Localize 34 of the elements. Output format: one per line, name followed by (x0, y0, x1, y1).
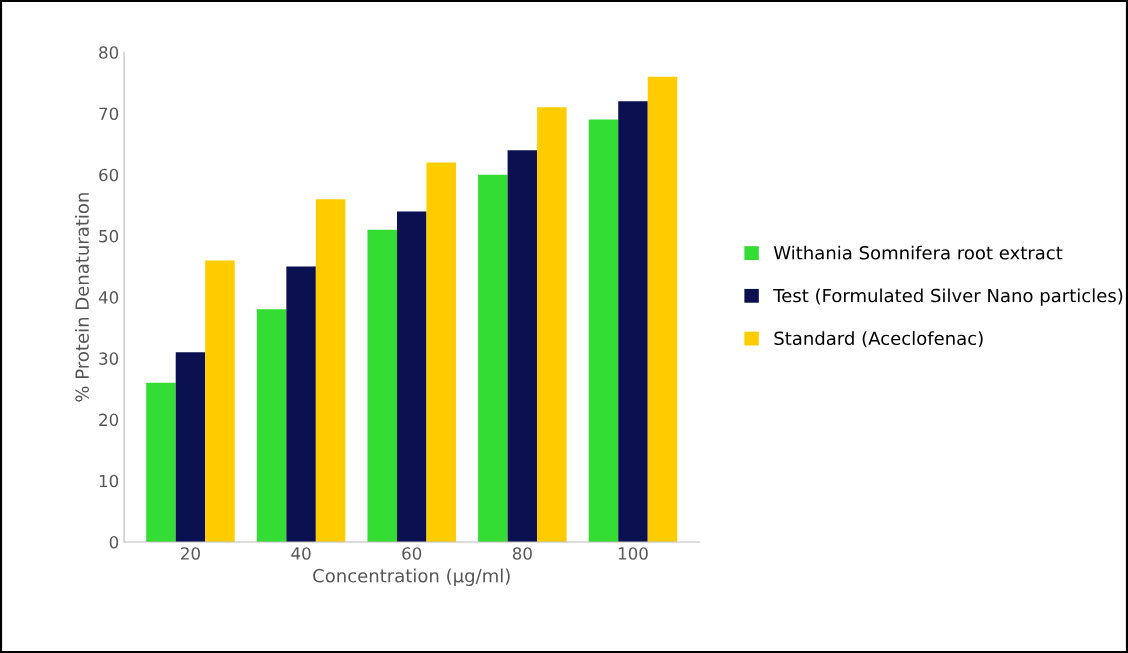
x-axis-title: Concentration (µg/ml) (313, 568, 510, 587)
bar (286, 266, 316, 542)
y-tick-label: 60 (99, 168, 119, 182)
y-tick-label: 30 (99, 352, 119, 365)
y-tick-label: 20 (99, 413, 119, 427)
x-tick-label: 80 (512, 547, 532, 560)
bar (315, 199, 346, 542)
y-tick-label: 80 (99, 46, 119, 59)
y-axis-title: % Protein Denaturation (74, 193, 89, 402)
bar (537, 107, 567, 542)
bar (647, 76, 678, 542)
x-tick-label: 60 (402, 547, 422, 560)
bar (256, 309, 287, 542)
bar (175, 352, 206, 542)
y-tick-label: 0 (109, 535, 119, 549)
x-tick-label: 20 (181, 547, 200, 560)
legend-label: Standard (Aceclofenac) (774, 331, 983, 348)
y-tick-label: 50 (99, 229, 119, 243)
y-tick-label: 10 (99, 474, 119, 488)
bar (507, 150, 538, 542)
bar (478, 174, 508, 542)
bar (205, 260, 235, 542)
legend-label: Withania Somnifera root extract (773, 245, 1063, 260)
x-tick-label: 40 (291, 547, 311, 560)
y-tick-label: 70 (99, 107, 119, 121)
x-tick-label: 100 (618, 547, 648, 560)
legend-label: Test (Formulated Silver Nano particles) (773, 288, 1123, 306)
bar (146, 382, 176, 542)
y-tick-label: 40 (98, 291, 119, 304)
bar (396, 211, 427, 542)
bar (426, 162, 456, 542)
bar (618, 101, 648, 542)
bar (588, 119, 619, 542)
bar (367, 229, 397, 542)
